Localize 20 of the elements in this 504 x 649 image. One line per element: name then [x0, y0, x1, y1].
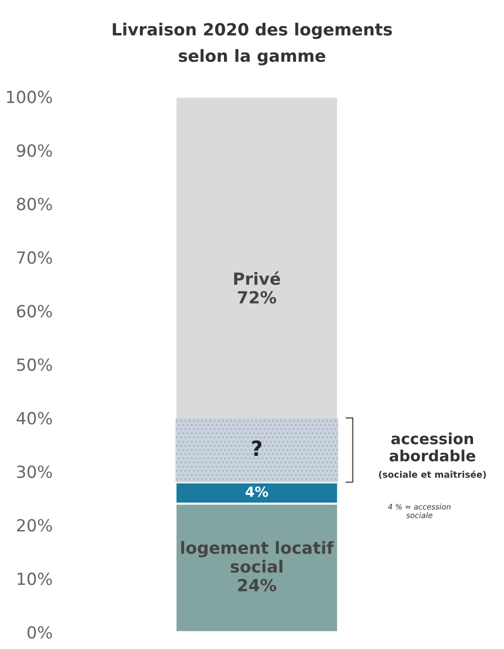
- band-label: ?: [252, 440, 262, 456]
- y-tick-label: 20%: [17, 519, 52, 532]
- y-tick-label: 80%: [16, 198, 52, 210]
- data-label: 4%: [246, 486, 268, 497]
- y-tick-label: 10%: [18, 572, 52, 586]
- series-label: Privé: [234, 271, 280, 285]
- chart-title: Livraison 2020 des logements selon la gamme: [112, 22, 392, 66]
- y-tick-label: 60%: [16, 304, 52, 318]
- data-label: 72%: [238, 291, 276, 304]
- text: accession abordable: [390, 432, 476, 462]
- y-tick-label: 50%: [17, 358, 52, 371]
- y-tick-label: 40%: [16, 412, 52, 425]
- y-tick-label: 100%: [7, 90, 52, 104]
- y-tick-label: 70%: [17, 251, 52, 264]
- data-label: 24%: [238, 578, 276, 592]
- y-tick-label: 0%: [28, 626, 52, 639]
- text: (sociale et maîtrisée): [379, 470, 486, 479]
- y-tick-label: 90%: [16, 144, 52, 157]
- y-tick-label: 30%: [17, 465, 52, 478]
- series-label: logement locatif social: [181, 541, 334, 573]
